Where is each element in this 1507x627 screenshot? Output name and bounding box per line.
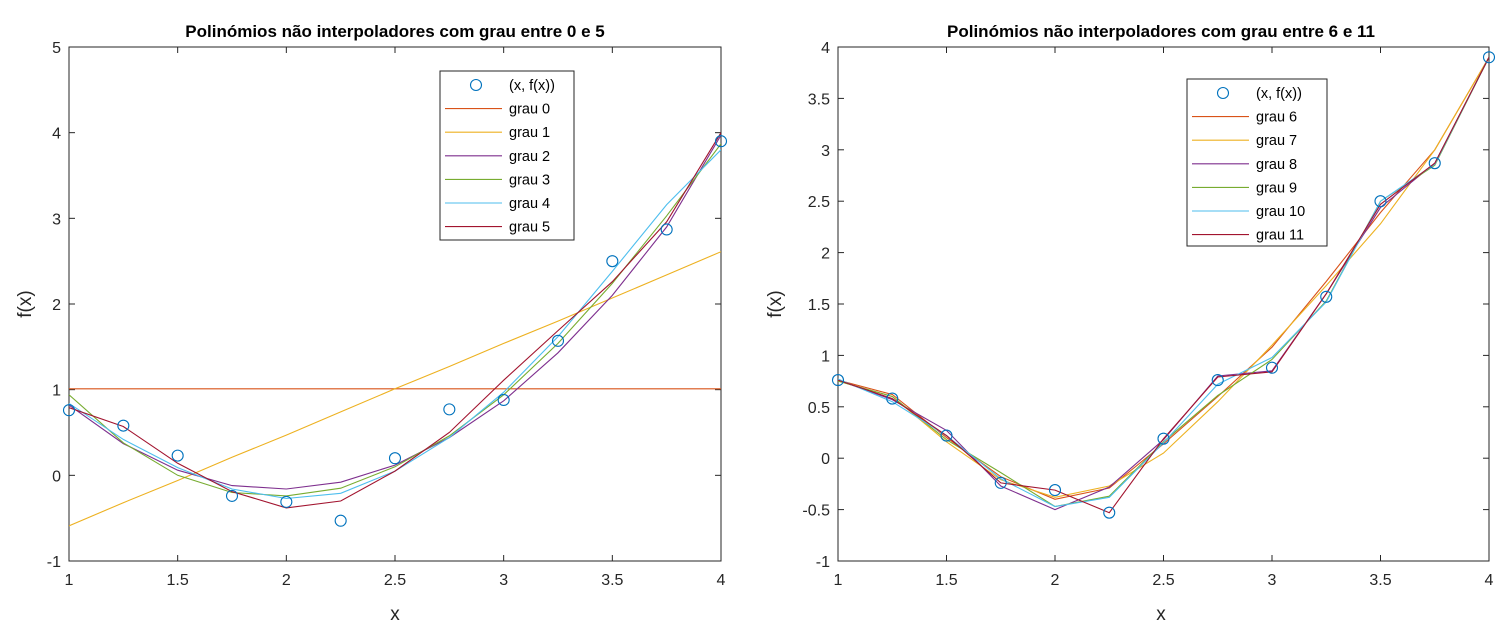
y-tick-label: 4 [52,126,61,143]
data-point [334,514,347,527]
x-tick-label: 2 [282,572,291,589]
y-tick-label: 4 [821,40,830,57]
y-tick-label: 2 [821,246,830,263]
axes-box [68,46,722,562]
y-tick-label: 3 [821,143,830,160]
legend: (x, f(x)) grau 6 grau 7 grau 8 grau 9 grau 10… [1186,78,1328,247]
data-point [1374,195,1387,208]
y-tick-label: -1 [816,554,830,571]
y-tick-label: 2 [52,297,61,314]
legend-label: grau 5 [509,220,550,236]
x-tick-label: 3.5 [601,572,623,589]
data-point [1482,51,1496,64]
y-tick-label: 0 [821,451,830,468]
data-point [1103,506,1116,519]
y-tick-label: 3.5 [808,91,830,108]
data-point [940,429,953,442]
legend-label: (x, f(x)) [509,78,555,94]
series-group [69,132,721,527]
data-point [62,404,76,417]
y-axis-label: f(x) [15,290,36,317]
legend-label: grau 7 [1256,133,1297,149]
legend-box [1186,78,1328,247]
data-point [497,393,510,406]
series-line-grau-11 [838,57,1489,514]
legend-label: (x, f(x)) [1256,86,1302,102]
y-tick-label: 5 [52,40,61,57]
x-axis-label: x [1156,604,1166,625]
y-tick-label: 1 [821,348,830,365]
data-point [171,449,184,462]
series-line-grau-7 [838,57,1489,498]
x-tick-label: 2.5 [1152,572,1174,589]
series-group [838,57,1489,514]
data-point [1157,432,1170,445]
x-axis-label: x [390,604,400,625]
series-line-grau-2 [69,134,721,490]
x-tick-label: 1 [834,572,843,589]
legend-marker [469,78,483,92]
legend: (x, f(x)) grau 0 grau 1 grau 2 grau 3 grau 4 g… [439,70,575,241]
y-tick-label: 1 [52,383,61,400]
data-point [443,403,456,416]
data-point [1048,484,1062,497]
x-tick-label: 2.5 [384,572,406,589]
data-point [1265,361,1279,374]
data-point [551,334,565,347]
legend-label: grau 11 [1256,228,1304,244]
legend-label: grau 3 [509,172,550,188]
left-plot: Polinómios não interpoladores com grau e… [15,22,728,625]
legend-label: grau 10 [1256,204,1305,220]
x-tick-label: 4 [717,572,726,589]
x-tick-label: 4 [1485,572,1494,589]
data-point [117,419,130,432]
y-tick-label: 0.5 [808,400,830,417]
data-point [1320,290,1333,303]
data-point [1428,157,1441,170]
legend-label: grau 9 [1256,180,1297,196]
series-line-grau-5 [69,132,721,509]
legend-label: grau 2 [509,149,550,165]
data-point [714,135,728,148]
x-tick-label: 3.5 [1369,572,1391,589]
data-point [280,495,293,508]
legend-label: grau 0 [509,102,550,118]
y-tick-label: 3 [52,211,61,228]
data-point [994,476,1007,489]
y-tick-label: -1 [47,554,61,571]
plot-title: Polinómios não interpoladores com grau e… [947,22,1375,41]
y-tick-label: 1.5 [808,297,830,314]
legend-marker [1216,86,1230,100]
y-tick-label: 0 [52,468,61,485]
axes-box [837,46,1490,562]
data-point [660,223,673,236]
x-tick-label: 3 [1268,572,1277,589]
x-tick-label: 3 [499,572,508,589]
plot-title: Polinómios não interpoladores com grau e… [185,22,604,41]
x-tick-label: 1 [65,572,74,589]
series-line-grau-3 [69,143,721,497]
data-point [1211,374,1224,387]
data-point [225,489,239,502]
x-tick-label: 2 [1051,572,1060,589]
y-axis-label: f(x) [765,290,786,317]
right-plot: Polinómios não interpoladores com grau e… [765,22,1496,625]
legend-label: grau 8 [1256,157,1297,173]
data-point [831,374,845,387]
legend-label: grau 6 [1256,110,1297,126]
data-point [388,452,402,465]
data-point [606,255,619,268]
legend-label: grau 1 [509,125,550,141]
data-point [886,392,899,405]
series-line-grau-1 [69,251,721,527]
x-tick-label: 1.5 [935,572,957,589]
y-tick-label: 2.5 [808,194,830,211]
legend-label: grau 4 [509,196,550,212]
y-tick-label: -0.5 [802,503,830,520]
x-tick-label: 1.5 [167,572,189,589]
